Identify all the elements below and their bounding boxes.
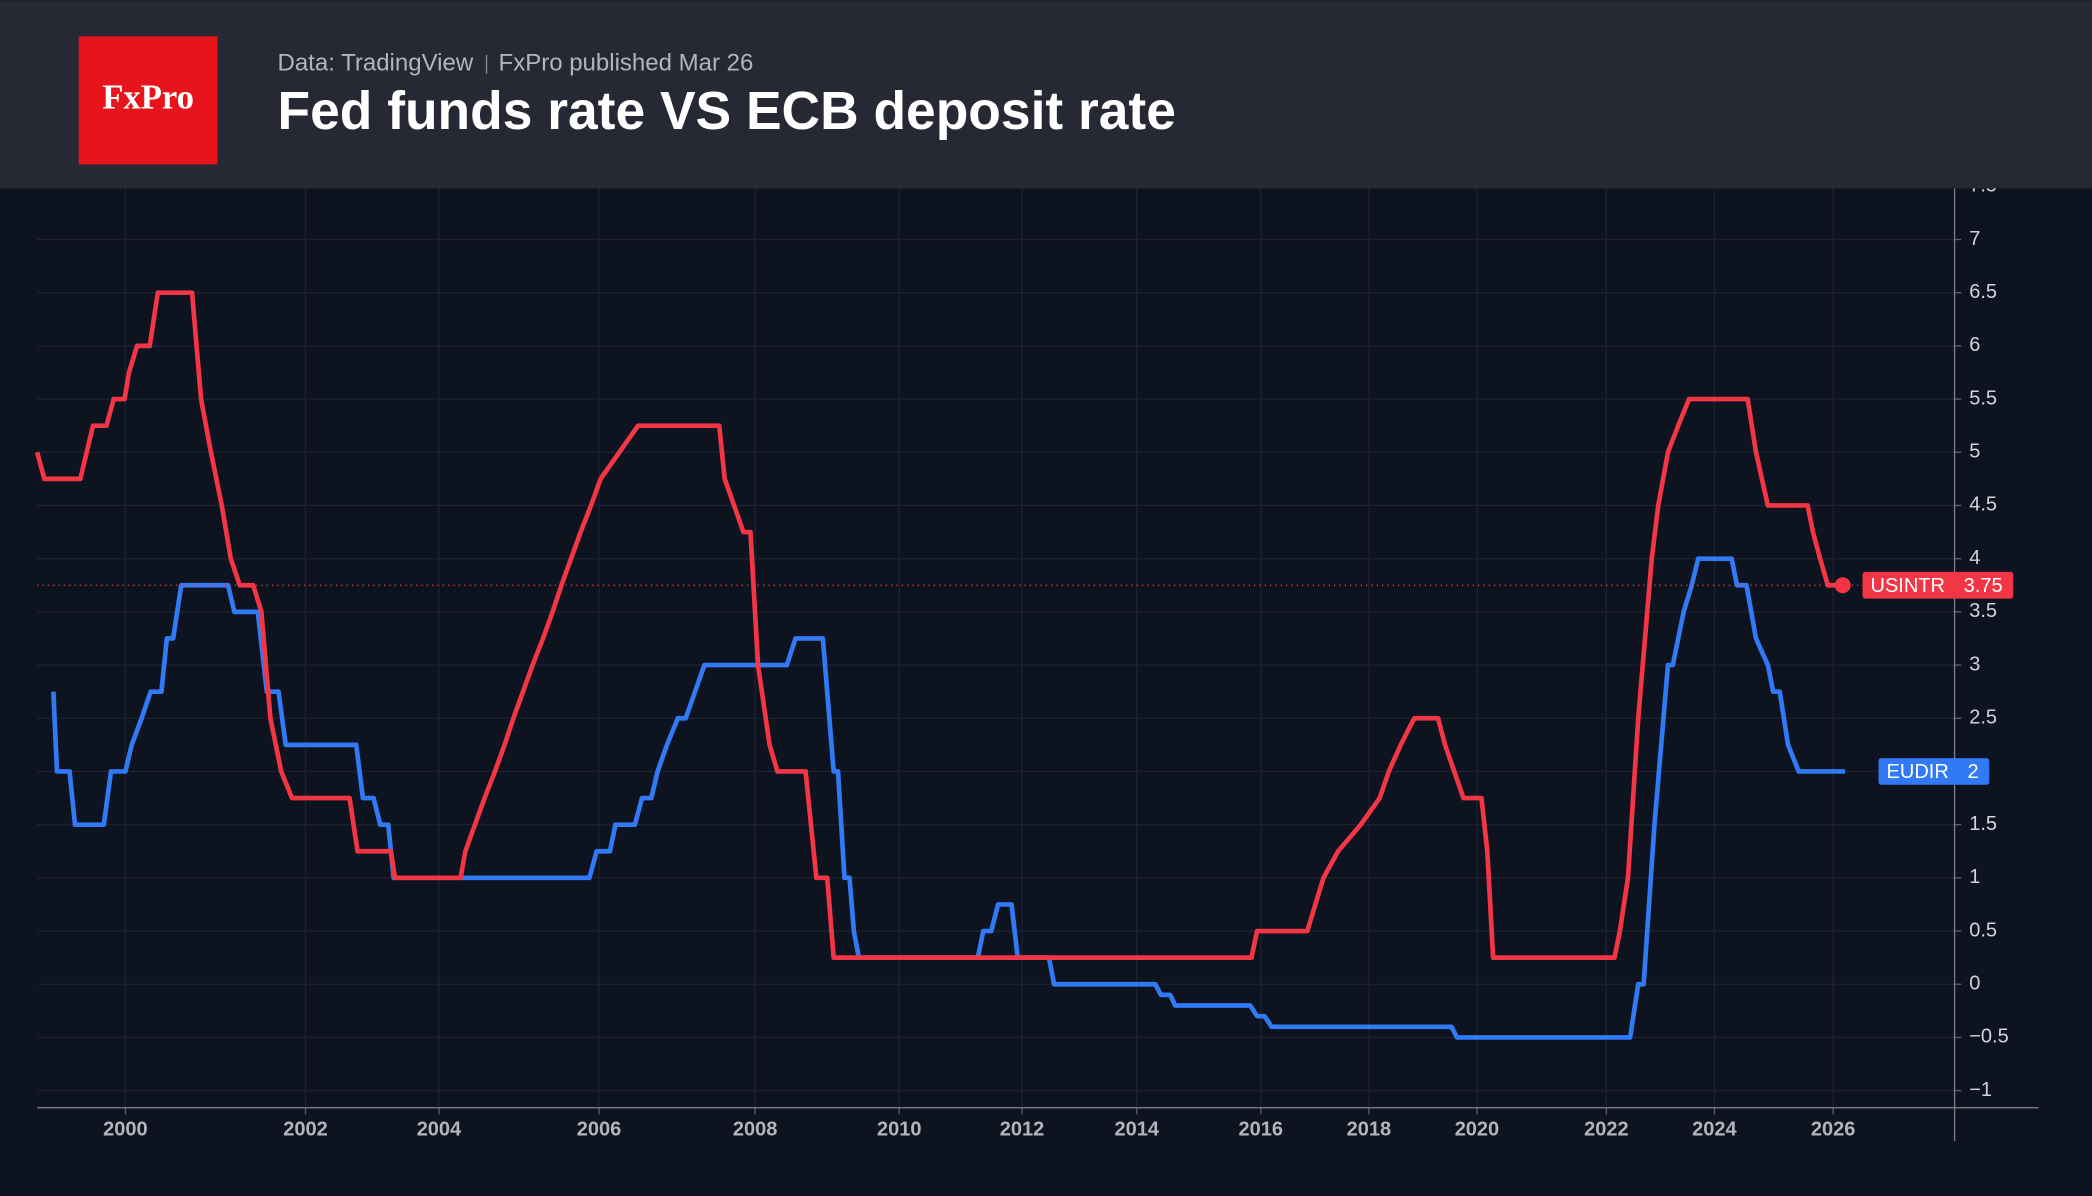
x-tick-label: 2004 [417, 1119, 462, 1141]
y-tick-label: 6.5 [1969, 281, 1997, 303]
y-tick-label: 3.5 [1969, 600, 1997, 622]
chart-title: Fed funds rate VS ECB deposit rate [278, 82, 1176, 141]
y-tick-label: 5 [1969, 441, 1980, 463]
header: FxPro Data: TradingView FxPro published … [0, 0, 2092, 189]
series-name: EUDIR [1887, 761, 1949, 783]
y-tick-label: 6 [1969, 334, 1980, 356]
y-tick-label: 7 [1969, 228, 1980, 250]
x-tick-label: 2014 [1114, 1119, 1159, 1141]
y-tick-label: 2.5 [1969, 707, 1997, 729]
y-tick-label: −0.5 [1969, 1026, 2008, 1048]
y-tick-label: 4 [1969, 547, 1980, 569]
plot-area: −1−0.500.511.522.533.544.555.566.577.520… [34, 175, 2039, 1142]
x-tick-label: 2002 [283, 1119, 328, 1141]
y-tick-label: 4.5 [1969, 494, 1997, 516]
x-tick-label: 2012 [1000, 1119, 1045, 1141]
y-tick-label: 0.5 [1969, 919, 1997, 941]
last-value-label: 3.75 [1964, 575, 2003, 597]
x-tick-label: 2016 [1239, 1119, 1284, 1141]
publisher: FxPro published Mar 26 [499, 50, 754, 77]
x-tick-label: 2000 [103, 1119, 148, 1141]
y-tick-label: 1.5 [1969, 813, 1997, 835]
y-tick-label: 1 [1969, 866, 1980, 888]
logo: FxPro [102, 77, 194, 116]
series-line [34, 290, 1843, 960]
y-tick-label: −1 [1969, 1079, 1992, 1101]
y-tick-label: 0 [1969, 973, 1980, 995]
logo-box [78, 36, 218, 165]
x-tick-label: 2022 [1584, 1119, 1629, 1141]
series-name: USINTR [1871, 575, 1945, 597]
x-tick-label: 2024 [1692, 1119, 1737, 1141]
y-tick-label: 5.5 [1969, 387, 1997, 409]
y-tick-label: 3 [1969, 653, 1980, 675]
series-line [51, 556, 1846, 1040]
x-tick-label: 2008 [733, 1119, 778, 1141]
last-point [1834, 577, 1851, 594]
header-band [0, 0, 2092, 189]
last-value-label: 2 [1967, 761, 1978, 783]
x-tick-label: 2026 [1811, 1119, 1856, 1141]
x-tick-label: 2006 [577, 1119, 622, 1141]
last-value-box [1878, 758, 1990, 785]
x-tick-label: 2010 [877, 1119, 922, 1141]
last-value-box [1862, 571, 2014, 599]
x-tick-label: 2018 [1347, 1119, 1392, 1141]
x-tick-label: 2020 [1455, 1119, 1500, 1141]
source: Data: TradingView [278, 50, 474, 77]
